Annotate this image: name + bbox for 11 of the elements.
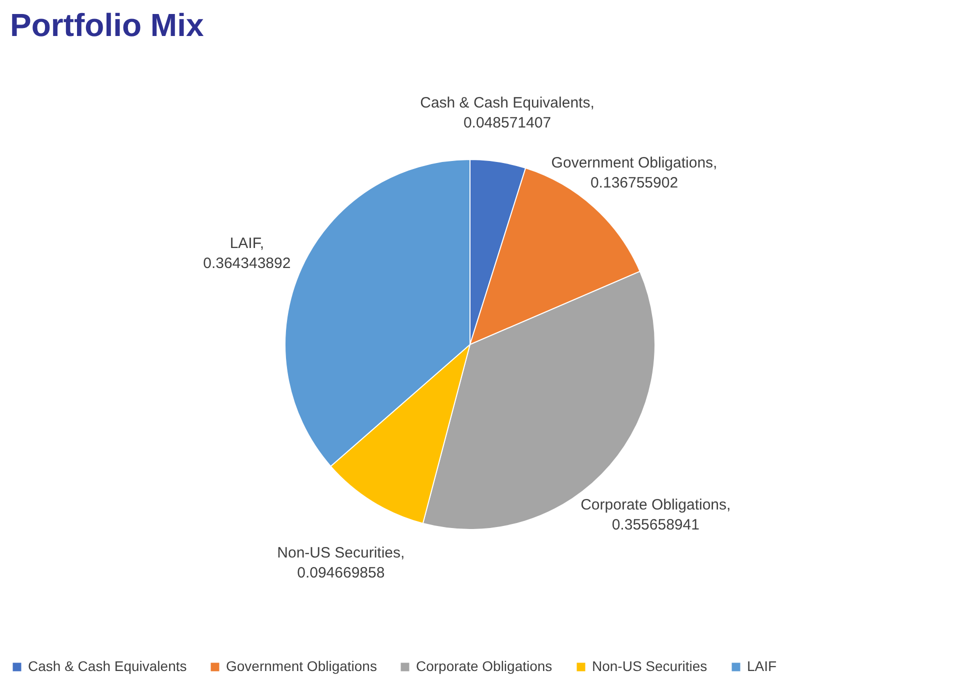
data-label: Government Obligations, 0.136755902 <box>551 154 718 192</box>
legend-label: Corporate Obligations <box>416 658 552 674</box>
data-label: Corporate Obligations, 0.355658941 <box>580 496 731 534</box>
legend-label: Government Obligations <box>226 658 377 674</box>
data-label: Non-US Securities, 0.094669858 <box>277 544 405 582</box>
legend-label: Non-US Securities <box>592 658 708 674</box>
legend-label: Cash & Cash Equivalents <box>28 658 187 674</box>
data-label: Cash & Cash Equivalents, 0.048571407 <box>420 94 594 132</box>
chart-title: Portfolio Mix <box>10 7 204 43</box>
legend-label: LAIF <box>747 658 777 674</box>
data-label: LAIF, 0.364343892 <box>203 235 291 272</box>
